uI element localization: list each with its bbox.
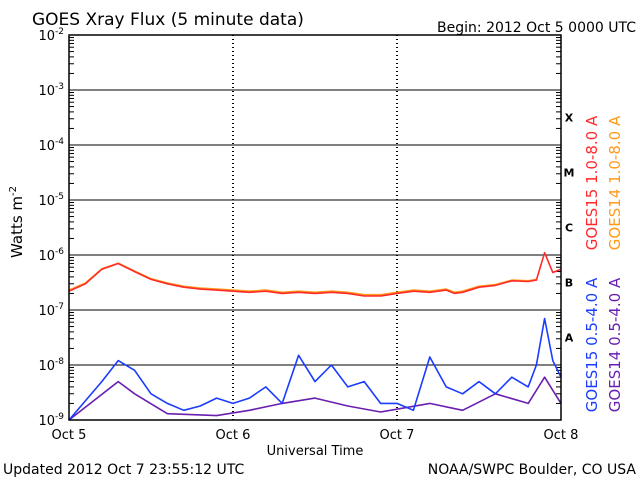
legend-label: GOES15 0.5-4.0 A: [583, 277, 601, 412]
data-source: NOAA/SWPC Boulder, CO USA: [428, 462, 637, 478]
y-tick-labels: 10-9 10-8 10-7 10-6 10-5 10-4 10-3 10-2: [38, 27, 64, 429]
series-line: [68, 262, 537, 296]
y-tick-label: 10-2: [38, 27, 64, 44]
legend-item: GOES14 1.0-8.0 A: [606, 115, 624, 250]
updated-timestamp: Updated 2012 Oct 7 23:55:12 UTC: [3, 462, 244, 478]
y-tick-label: 10-7: [38, 302, 64, 319]
legend: GOES15 1.0-8.0 A GOES14 1.0-8.0 A GOES15 0…: [583, 115, 624, 412]
legend-label: GOES14 0.5-4.0 A: [606, 277, 624, 412]
legend-item: GOES15 0.5-4.0 A: [583, 277, 601, 412]
begin-time: Begin: 2012 Oct 5 0000 UTC: [437, 20, 636, 36]
x-tick-label: Oct 6: [216, 428, 251, 443]
legend-label: GOES15 1.0-8.0 A: [583, 115, 601, 250]
grid: [69, 34, 561, 421]
series-line: [68, 317, 562, 421]
y-axis-title: Watts m-2: [8, 186, 26, 258]
x-tick-label: Oct 5: [52, 428, 87, 443]
x-tick-label: Oct 8: [544, 428, 579, 443]
x-tick-labels: Oct 5 Oct 6 Oct 7 Oct 8: [52, 428, 579, 443]
legend-label: GOES14 1.0-8.0 A: [606, 115, 624, 250]
flare-class-labels: A B C M X: [564, 112, 575, 345]
y-tick-label: 10-3: [38, 82, 64, 99]
y-tick-label: 10-4: [38, 137, 64, 154]
y-axis-title-text: Watts m: [8, 196, 26, 258]
flare-class-label: X: [565, 112, 574, 125]
flare-class-label: A: [565, 332, 574, 345]
series-line: [68, 251, 562, 297]
series-lines: [68, 251, 562, 421]
plot-frame: [68, 34, 562, 421]
x-axis-title: Universal Time: [267, 444, 364, 459]
flare-class-label: M: [564, 167, 575, 180]
x-tick-label: Oct 7: [380, 428, 415, 443]
y-tick-label: 10-6: [38, 247, 64, 264]
chart-title: GOES Xray Flux (5 minute data): [32, 10, 304, 30]
legend-item: GOES15 1.0-8.0 A: [583, 115, 601, 250]
flare-class-label: C: [565, 222, 573, 235]
legend-item: GOES14 0.5-4.0 A: [606, 277, 624, 412]
y-axis-title-exponent: -2: [8, 186, 19, 196]
y-tick-label: 10-5: [38, 192, 64, 209]
series-line: [68, 376, 562, 421]
y-tick-label: 10-8: [38, 357, 64, 374]
flare-class-label: B: [565, 277, 573, 290]
y-tick-label: 10-9: [38, 412, 64, 429]
